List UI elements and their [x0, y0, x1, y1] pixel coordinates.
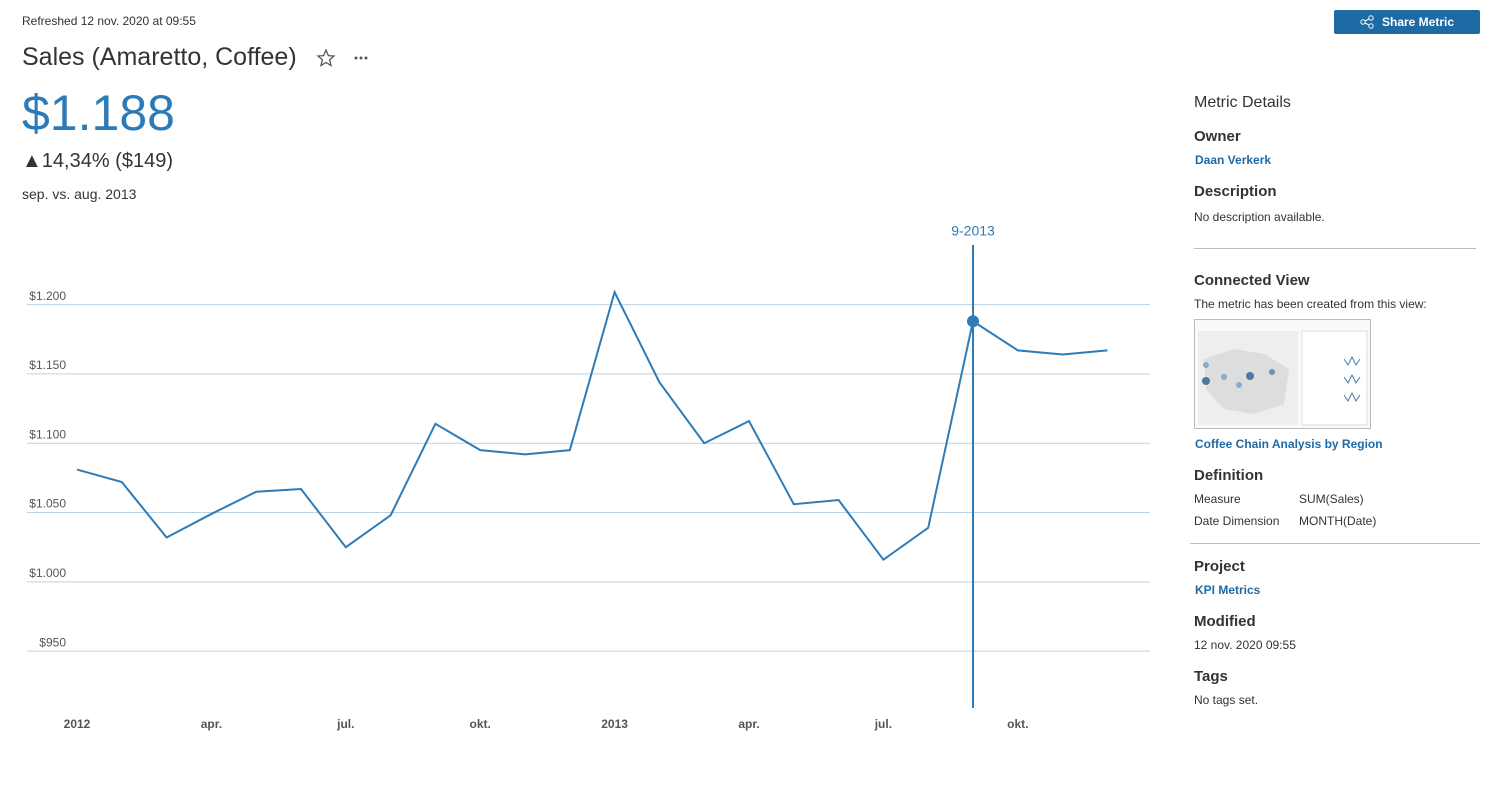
y-tick-label: $1.150 — [29, 358, 66, 372]
connected-view-label: Connected View — [1194, 272, 1310, 289]
x-tick-label: okt. — [470, 717, 491, 731]
definition-label: Definition — [1194, 467, 1264, 484]
project-label: Project — [1194, 558, 1245, 575]
connected-view-name[interactable]: Coffee Chain Analysis by Region — [1195, 437, 1383, 451]
x-tick-label: jul. — [874, 717, 892, 731]
x-tick-label: 2012 — [64, 717, 91, 731]
kpi-value: $1.188 — [22, 85, 175, 141]
description-label: Description — [1194, 183, 1277, 200]
project[interactable]: KPI Metrics — [1195, 583, 1261, 597]
share-button[interactable]: Share Metric — [1334, 10, 1480, 34]
kpi-comparison: sep. vs. aug. 2013 — [22, 186, 137, 202]
share-label: Share Metric — [1381, 15, 1455, 29]
owner-label: Owner — [1194, 128, 1241, 145]
measure-label: Measure — [1194, 492, 1241, 506]
x-tick-label: apr. — [738, 717, 759, 731]
date-dimension: MONTH(Date) — [1299, 514, 1377, 528]
x-tick-label: okt. — [1007, 717, 1028, 731]
share-icon — [1360, 15, 1374, 29]
date-dimension-label: Date Dimension — [1194, 514, 1280, 528]
chart: $950 $1.000 $1.050 $1.100 $1.150 $1.200 2012 ap… — [27, 223, 1150, 731]
annotation: 9-2013 — [951, 223, 995, 239]
x-tick-label: apr. — [201, 717, 222, 731]
connected-view-text: The metric has been created from this vi… — [1194, 297, 1427, 311]
metric-title: Sales (Amaretto, Coffee) — [22, 43, 297, 71]
tags: No tags set. — [1194, 693, 1259, 707]
modified-label: Modified — [1194, 613, 1256, 630]
details-heading: Metric Details — [1194, 94, 1291, 111]
line — [76, 289, 1108, 562]
description: No description available. — [1194, 210, 1325, 224]
divider — [1190, 543, 1480, 544]
tags-label: Tags — [1194, 668, 1228, 685]
modified: 12 nov. 2020 09:55 — [1194, 638, 1296, 652]
owner[interactable]: Daan Verkerk — [1195, 153, 1272, 167]
y-tick-label: $1.000 — [29, 566, 66, 580]
kpi-change: ▲14,34% ($149) — [22, 150, 173, 172]
x-tick-label: 2013 — [601, 717, 628, 731]
title-icons[interactable] — [316, 48, 376, 68]
y-tick-label: $1.050 — [29, 497, 66, 511]
y-tick-label: $1.200 — [29, 289, 66, 303]
measure: SUM(Sales) — [1299, 492, 1364, 506]
highlight-point — [967, 315, 979, 328]
view-thumbnail[interactable] — [1194, 319, 1371, 429]
y-tick-label: $950 — [39, 635, 66, 649]
x-tick-label: jul. — [336, 717, 354, 731]
refreshed: Refreshed 12 nov. 2020 at 09:55 — [22, 14, 196, 28]
y-tick-label: $1.100 — [29, 427, 66, 441]
divider — [1194, 248, 1476, 249]
